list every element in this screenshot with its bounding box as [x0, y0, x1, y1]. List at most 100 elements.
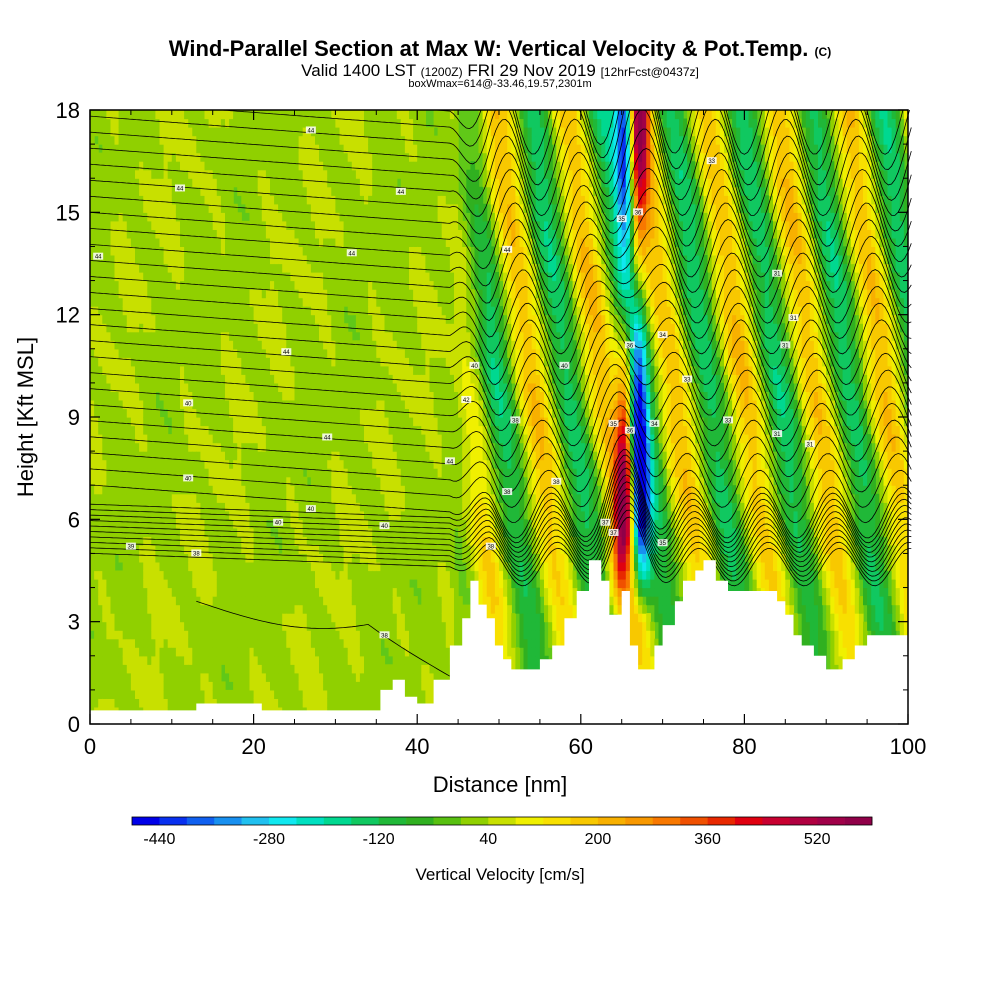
- field-cell: [130, 365, 136, 375]
- field-cell: [200, 502, 206, 512]
- field-cell: [200, 638, 206, 648]
- field-cell: [135, 110, 140, 120]
- field-cell: [143, 664, 148, 674]
- field-cell: [102, 536, 107, 546]
- field-cell: [118, 434, 124, 444]
- field-cell: [171, 570, 177, 580]
- field-cell: [106, 186, 112, 196]
- field-cell: [147, 195, 152, 205]
- field-cell: [171, 314, 177, 324]
- field-cell: [106, 399, 112, 409]
- field-cell: [167, 161, 173, 171]
- chart-subtitle: Valid 1400 LST (1200Z) FRI 29 Nov 2019 […: [0, 61, 1000, 81]
- field-cell: [155, 229, 161, 239]
- field-cell: [180, 698, 185, 708]
- field-cell: [118, 638, 124, 648]
- field-cell: [94, 502, 99, 512]
- field-cell: [171, 272, 177, 282]
- field-cell: [126, 672, 132, 682]
- field-cell: [118, 144, 124, 154]
- field-cell: [114, 459, 120, 469]
- field-cell: [130, 127, 136, 137]
- field-cell: [180, 544, 185, 554]
- field-cell: [151, 323, 156, 333]
- field-cell: [180, 621, 185, 631]
- field-cell: [184, 297, 189, 307]
- field-cell: [94, 297, 99, 307]
- field-cell: [130, 681, 136, 691]
- field-cell: [90, 212, 95, 222]
- field-cell: [188, 178, 193, 188]
- field-cell: [155, 442, 161, 452]
- field-cell: [175, 399, 181, 409]
- field-cell: [114, 152, 120, 162]
- field-cell: [175, 579, 181, 589]
- field-cell: [188, 237, 193, 247]
- field-cell: [106, 698, 112, 708]
- field-cell: [139, 587, 144, 597]
- field-cell: [200, 451, 206, 461]
- field-cell: [118, 408, 124, 418]
- field-cell: [180, 340, 185, 350]
- field-cell: [90, 161, 95, 171]
- field-cell: [118, 220, 124, 230]
- field-cell: [200, 647, 206, 657]
- field-cell: [200, 391, 206, 401]
- field-cell: [106, 229, 112, 239]
- field-cell: [200, 655, 206, 665]
- field-cell: [171, 417, 177, 427]
- field-cell: [155, 314, 161, 324]
- field-cell: [114, 536, 120, 546]
- field-cell: [106, 621, 112, 631]
- field-cell: [106, 596, 112, 606]
- field-cell: [159, 468, 165, 478]
- field-cell: [106, 689, 112, 699]
- field-cell: [98, 596, 103, 606]
- field-cell: [102, 382, 107, 392]
- field-cell: [94, 263, 99, 273]
- field-cell: [188, 246, 193, 256]
- field-cell: [147, 604, 152, 614]
- field-cell: [90, 280, 95, 290]
- field-cell: [159, 365, 165, 375]
- field-cell: [126, 510, 132, 520]
- field-cell: [118, 519, 124, 529]
- field-cell: [122, 502, 128, 512]
- field-cell: [151, 604, 156, 614]
- field-cell: [135, 161, 140, 171]
- field-cell: [167, 655, 173, 665]
- field-cell: [135, 562, 140, 572]
- field-cell: [122, 519, 128, 529]
- field-cell: [171, 442, 177, 452]
- field-cell: [122, 203, 128, 213]
- field-cell: [110, 289, 116, 299]
- field-cell: [196, 485, 201, 495]
- field-cell: [130, 314, 136, 324]
- field-cell: [126, 272, 132, 282]
- field-cell: [163, 664, 169, 674]
- field-cell: [200, 519, 206, 529]
- forecast-info: [12hrFcst@0437z]: [600, 65, 699, 79]
- field-cell: [139, 425, 144, 435]
- field-cell: [118, 255, 124, 265]
- field-cell: [147, 382, 152, 392]
- field-cell: [151, 698, 156, 708]
- field-cell: [135, 434, 140, 444]
- field-cell: [175, 485, 181, 495]
- field-cell: [163, 127, 169, 137]
- field-cell: [94, 212, 99, 222]
- field-cell: [106, 314, 112, 324]
- field-cell: [106, 544, 112, 554]
- field-cell: [200, 468, 206, 478]
- field-cell: [175, 502, 181, 512]
- field-cell: [192, 365, 197, 375]
- field-cell: [175, 613, 181, 623]
- field-cell: [180, 493, 185, 503]
- field-cell: [106, 127, 112, 137]
- field-cell: [110, 681, 116, 691]
- field-cell: [143, 681, 148, 691]
- field-cell: [163, 220, 169, 230]
- field-cell: [196, 442, 201, 452]
- field-cell: [175, 630, 181, 640]
- field-cell: [147, 391, 152, 401]
